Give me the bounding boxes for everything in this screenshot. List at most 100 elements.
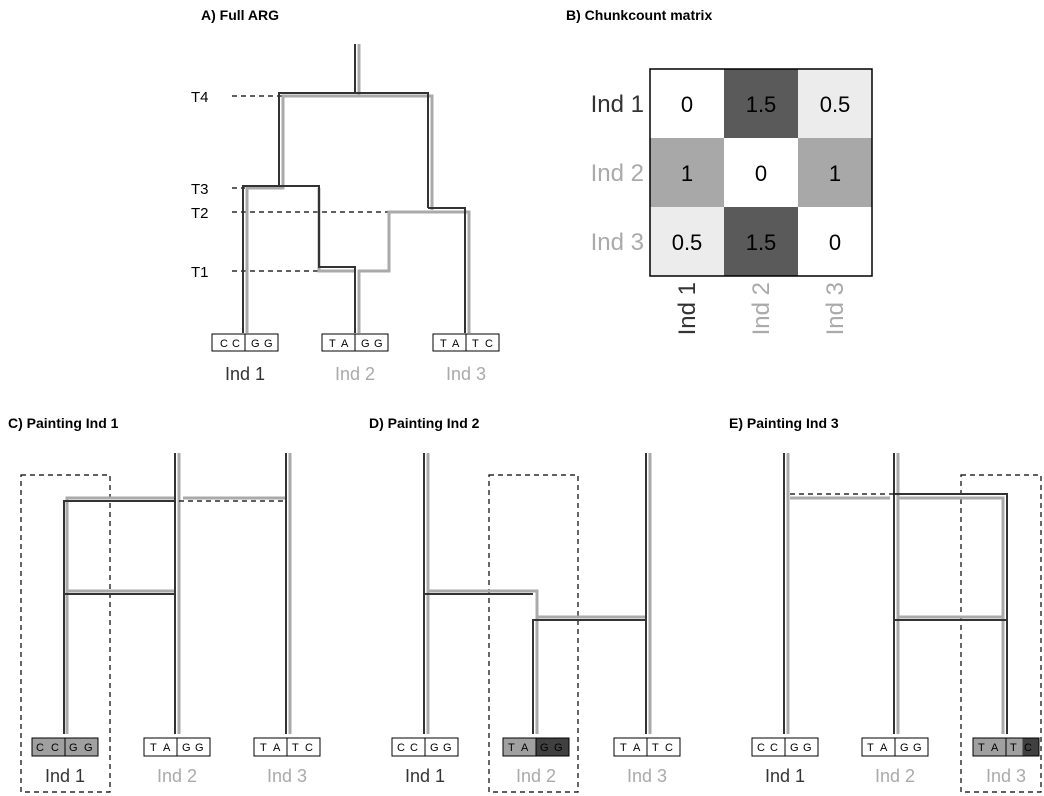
focus-box-ind3 bbox=[960, 474, 1042, 793]
svg-text:G: G bbox=[69, 742, 78, 754]
focus-box-ind2 bbox=[488, 474, 579, 793]
seq-ind1: C C G G bbox=[751, 737, 819, 757]
tree-dark bbox=[783, 453, 1008, 734]
svg-text:T: T bbox=[620, 742, 627, 754]
svg-text:C: C bbox=[770, 742, 778, 754]
svg-text:C: C bbox=[410, 742, 418, 754]
svg-text:G: G bbox=[900, 742, 909, 754]
svg-text:A: A bbox=[452, 338, 460, 350]
svg-text:G: G bbox=[84, 742, 93, 754]
svg-text:G: G bbox=[913, 742, 922, 754]
arg-label-ind3: Ind 3 bbox=[446, 364, 486, 384]
panel-b-matrix: 0 1.5 0.5 1 0 1 0.5 1.5 0 Ind 1 Ind 2 In… bbox=[591, 68, 873, 335]
label-ind1: Ind 1 bbox=[45, 766, 85, 786]
svg-text:T: T bbox=[440, 338, 447, 350]
svg-text:C: C bbox=[757, 742, 765, 754]
arg-label-ind1: Ind 1 bbox=[225, 364, 265, 384]
matrix-cell-1-3 bbox=[798, 69, 872, 138]
label-ind3: Ind 3 bbox=[986, 766, 1026, 786]
svg-text:G: G bbox=[430, 742, 439, 754]
focus-box-ind1 bbox=[20, 474, 111, 793]
svg-text:T: T bbox=[978, 742, 985, 754]
svg-text:C: C bbox=[232, 338, 240, 350]
matrix-cell-1-1 bbox=[650, 69, 724, 138]
svg-text:T: T bbox=[150, 742, 157, 754]
svg-text:G: G bbox=[361, 338, 370, 350]
svg-text:C: C bbox=[220, 338, 228, 350]
matrix-row-label-2: Ind 2 bbox=[591, 160, 644, 187]
svg-text:T: T bbox=[1010, 742, 1017, 754]
svg-text:C: C bbox=[305, 742, 313, 754]
svg-text:G: G bbox=[554, 742, 563, 754]
label-ind2: Ind 2 bbox=[875, 766, 915, 786]
tree-dark bbox=[63, 453, 287, 734]
matrix-col-label-3: Ind 3 bbox=[822, 282, 849, 335]
svg-text:C: C bbox=[1024, 742, 1032, 754]
svg-text:A: A bbox=[880, 742, 888, 754]
svg-text:G: G bbox=[803, 742, 812, 754]
time-label-t3: T3 bbox=[191, 181, 209, 198]
seq-ind3: T A T C bbox=[972, 737, 1040, 757]
matrix-row-label-3: Ind 3 bbox=[591, 229, 644, 256]
label-ind2: Ind 2 bbox=[157, 766, 197, 786]
svg-text:A: A bbox=[273, 742, 281, 754]
arg-seq-ind2: T A G G bbox=[321, 333, 389, 352]
panel-b-title: B) Chunkcount matrix bbox=[566, 7, 712, 23]
svg-text:C: C bbox=[51, 742, 59, 754]
seq-ind3: T A T C bbox=[613, 737, 681, 757]
matrix-row-label-1: Ind 1 bbox=[591, 91, 644, 118]
svg-text:T: T bbox=[508, 742, 515, 754]
matrix-cell-1-2 bbox=[724, 69, 798, 138]
svg-text:G: G bbox=[374, 338, 383, 350]
matrix-value: 0 bbox=[829, 230, 841, 255]
seq-ind2: T A G G bbox=[861, 737, 929, 757]
panel-a-arg: T4 T3 T2 T1 C C G G bbox=[191, 44, 500, 384]
label-ind3: Ind 3 bbox=[267, 766, 307, 786]
svg-text:T: T bbox=[652, 742, 659, 754]
svg-text:C: C bbox=[665, 742, 673, 754]
tree-dark bbox=[423, 453, 647, 734]
matrix-value: 1.5 bbox=[746, 230, 777, 255]
matrix-cell-2-3 bbox=[798, 138, 872, 207]
matrix-col-label-2: Ind 2 bbox=[748, 282, 775, 335]
seq-ind2: T A G G bbox=[502, 737, 570, 757]
svg-text:G: G bbox=[195, 742, 204, 754]
svg-text:A: A bbox=[991, 742, 999, 754]
seq-ind2: T A G G bbox=[143, 737, 211, 757]
matrix-value: 0 bbox=[755, 161, 767, 186]
arg-label-ind2: Ind 2 bbox=[335, 364, 375, 384]
svg-text:C: C bbox=[36, 742, 44, 754]
svg-text:C: C bbox=[485, 338, 493, 350]
matrix-cell-2-1 bbox=[650, 138, 724, 207]
panel-e-painting: C C G G T A G G T A T C Ind 1 Ind 2 Ind … bbox=[751, 453, 1042, 793]
seq-ind1: C C G G bbox=[391, 737, 459, 757]
matrix-value: 1 bbox=[829, 161, 841, 186]
svg-text:A: A bbox=[521, 742, 529, 754]
time-label-t1: T1 bbox=[191, 264, 209, 281]
matrix-cell-3-2 bbox=[724, 207, 798, 276]
svg-text:G: G bbox=[790, 742, 799, 754]
matrix-value: 1 bbox=[681, 161, 693, 186]
label-ind2: Ind 2 bbox=[516, 766, 556, 786]
seq-ind3: T A T C bbox=[253, 737, 321, 757]
matrix-value: 0.5 bbox=[820, 92, 851, 117]
seq-ind1: C C G G bbox=[31, 737, 99, 757]
panel-d-title: D) Painting Ind 2 bbox=[369, 415, 480, 431]
svg-text:A: A bbox=[163, 742, 171, 754]
arg-seq-ind1: C C G G bbox=[211, 333, 279, 352]
panel-c-title: C) Painting Ind 1 bbox=[8, 415, 119, 431]
panel-d-painting: C C G G T A G G T A T C Ind 1 Ind 2 Ind … bbox=[391, 453, 681, 793]
matrix-border bbox=[649, 68, 873, 277]
matrix-cell-2-2 bbox=[724, 138, 798, 207]
svg-text:T: T bbox=[292, 742, 299, 754]
matrix-cell-3-1 bbox=[650, 207, 724, 276]
label-ind1: Ind 1 bbox=[765, 766, 805, 786]
tree-light bbox=[786, 453, 1005, 734]
svg-text:T: T bbox=[260, 742, 267, 754]
panel-c-painting: C C G G T A G G T A T C Ind 1 Ind 2 Ind … bbox=[20, 453, 321, 793]
label-ind3: Ind 3 bbox=[627, 766, 667, 786]
time-label-t4: T4 bbox=[191, 89, 209, 106]
label-ind1: Ind 1 bbox=[405, 766, 445, 786]
svg-text:A: A bbox=[633, 742, 641, 754]
arg-light-tree bbox=[245, 44, 471, 333]
